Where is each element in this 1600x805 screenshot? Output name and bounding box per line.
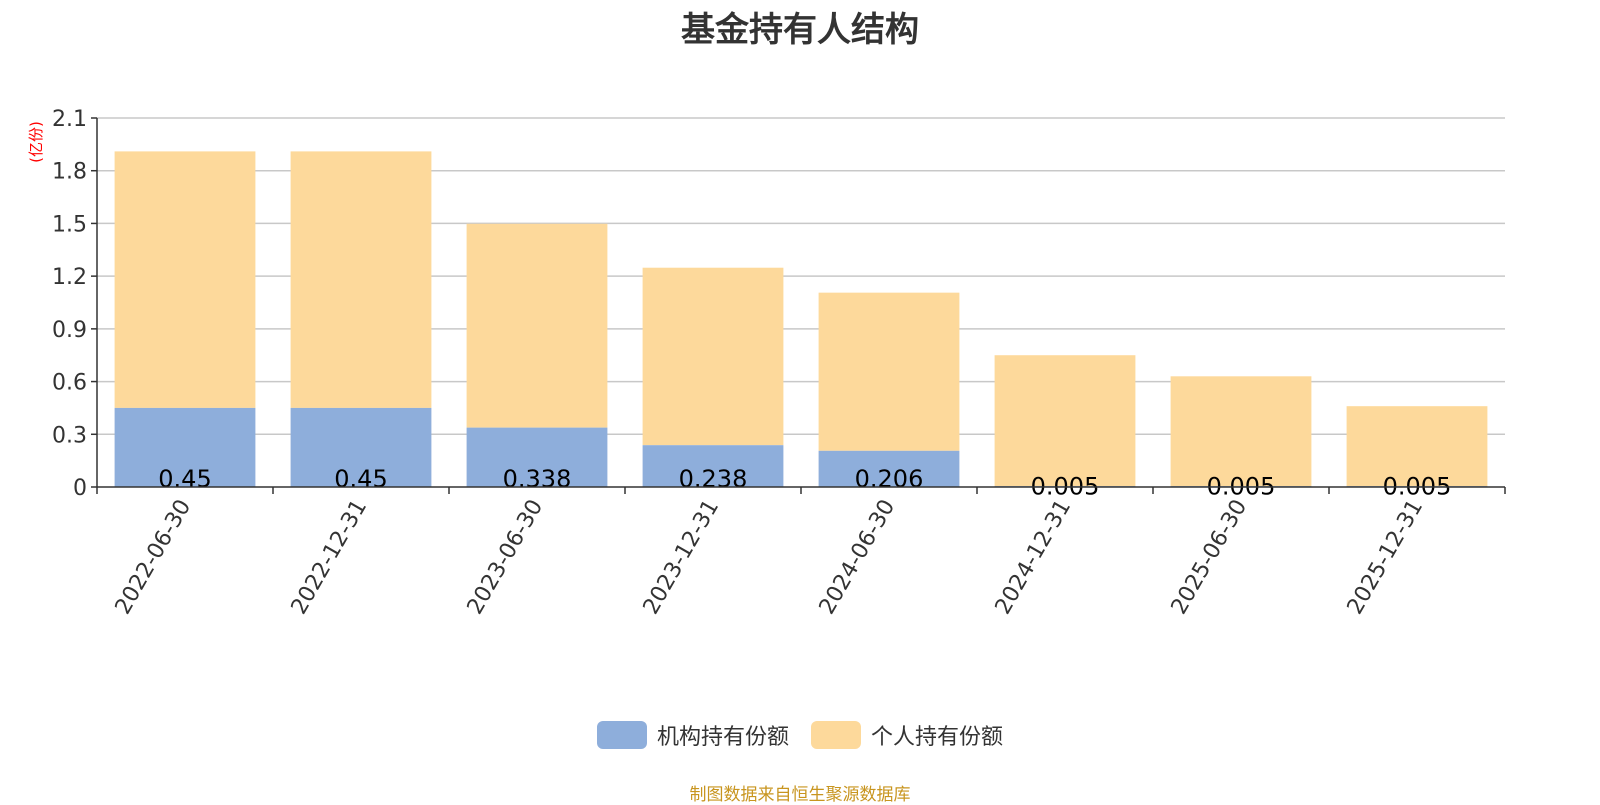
bar-institutional [642, 445, 784, 487]
bar-data-label: 0.238 [679, 465, 748, 493]
y-axis-label: (亿份) [27, 121, 45, 163]
x-tick-label: 2022-12-31 [287, 496, 373, 619]
bar-institutional [818, 450, 960, 487]
bar-data-label: 0.206 [855, 465, 924, 493]
source-note: 制图数据来自恒生聚源数据库 [689, 785, 911, 805]
chart-title: 基金持有人结构 [681, 10, 919, 50]
bar-institutional [290, 407, 432, 487]
legend-label-individual: 个人持有份额 [871, 725, 1004, 750]
legend-item-individual[interactable]: 个人持有份额 [811, 719, 1003, 751]
bar-individual [1346, 406, 1488, 487]
bar-individual [466, 223, 608, 428]
bar-individual [290, 151, 432, 408]
bar-individual [642, 267, 784, 446]
legend-item-institutional[interactable]: 机构持有份额 [596, 719, 789, 751]
legend-swatch-institutional [596, 721, 647, 749]
x-tick-label: 2024-06-30 [815, 496, 901, 619]
bar-institutional [114, 407, 256, 487]
y-tick-label: 2.1 [52, 107, 87, 132]
bar-data-label: 0.45 [158, 465, 211, 493]
legend-label-institutional: 机构持有份额 [656, 725, 789, 750]
x-tick-label: 2022-06-30 [111, 496, 197, 619]
y-tick-label: 0.3 [52, 423, 87, 448]
y-tick-label: 0.9 [52, 318, 87, 343]
bar-data-label: 0.45 [334, 465, 387, 493]
x-tick-label: 2024-12-31 [991, 496, 1077, 619]
bar-individual [994, 355, 1136, 487]
y-tick-label: 1.5 [52, 212, 87, 237]
x-tick-label: 2025-12-31 [1343, 496, 1429, 619]
y-tick-label: 0 [73, 476, 87, 501]
bar-individual [818, 292, 960, 451]
y-tick-label: 1.2 [52, 265, 87, 290]
bar-institutional [466, 427, 608, 487]
bar-individual [114, 151, 256, 408]
x-tick-label: 2023-12-31 [639, 496, 725, 619]
legend-swatch-individual [811, 721, 861, 749]
x-tick-label: 2025-06-30 [1167, 496, 1253, 619]
legend: 机构持有份额 个人持有份额 [0, 719, 1600, 751]
y-tick-label: 1.8 [52, 160, 87, 185]
y-tick-label: 0.6 [52, 371, 87, 396]
bar-data-label: 0.338 [503, 465, 572, 493]
x-tick-label: 2023-06-30 [463, 496, 549, 619]
bar-individual [1170, 376, 1312, 487]
